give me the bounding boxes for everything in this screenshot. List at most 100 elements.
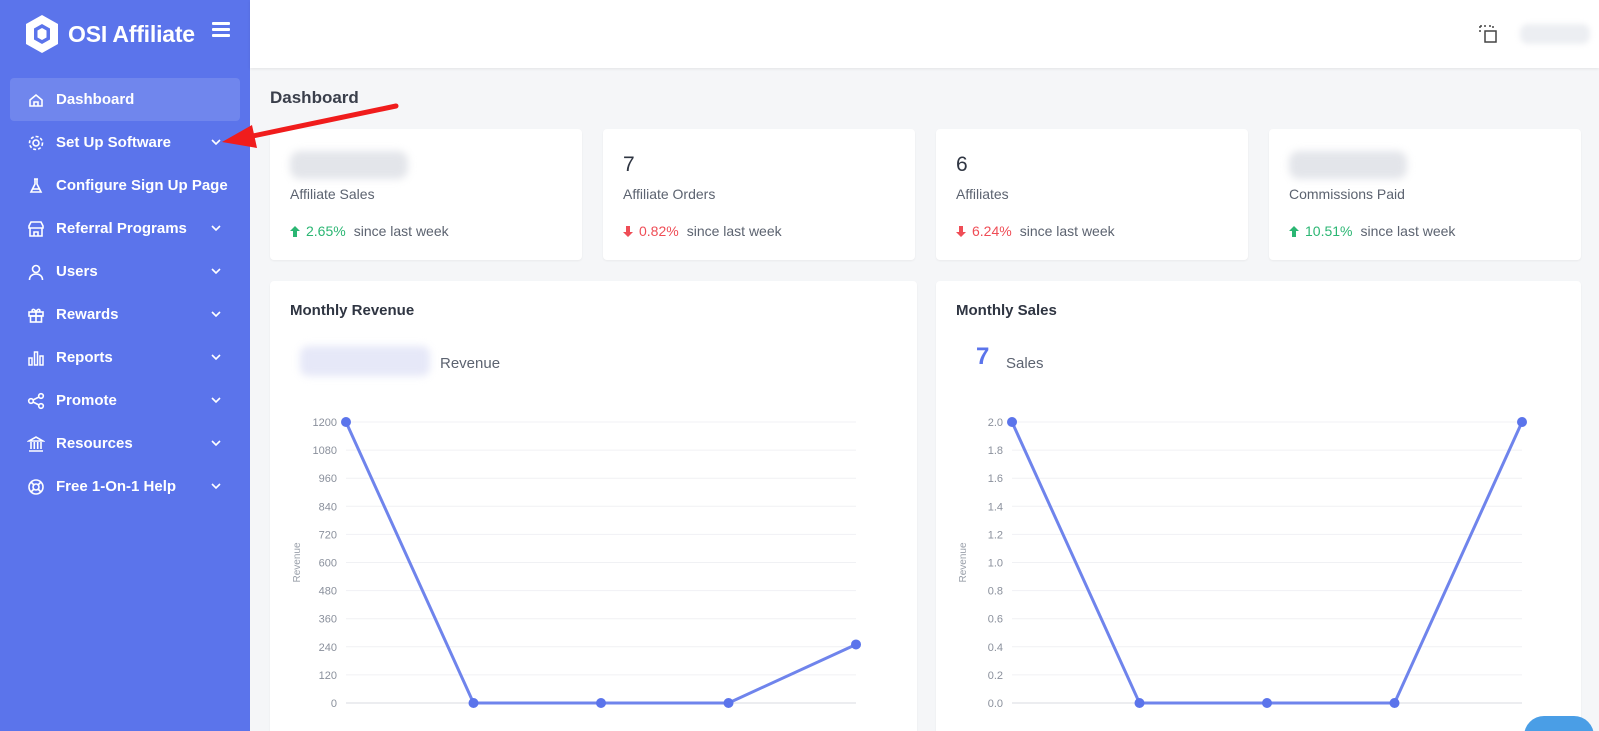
- stat-change-percent: 2.65%: [306, 223, 346, 239]
- sidebar-item-label: Resources: [56, 435, 133, 452]
- stat-card-affiliates: 6 Affiliates 6.24% since last week: [936, 129, 1248, 260]
- sidebar-item-label: Promote: [56, 392, 117, 409]
- y-tick-label: 1.2: [988, 529, 1003, 541]
- arrow-up-icon: [1289, 225, 1299, 237]
- sidebar-item-rewards[interactable]: Rewards: [10, 293, 240, 336]
- y-tick-label: 1080: [313, 445, 337, 457]
- chevron-down-icon: [211, 354, 221, 361]
- sales-summary-label: Sales: [1006, 355, 1044, 372]
- y-tick-label: 840: [319, 501, 337, 513]
- stat-change-percent: 6.24%: [972, 223, 1012, 239]
- sidebar-item-reports[interactable]: Reports: [10, 336, 240, 379]
- sidebar-item-label: Referral Programs: [56, 220, 187, 237]
- revenue-summary-label: Revenue: [440, 355, 501, 372]
- y-tick-label: 0.4: [988, 642, 1003, 654]
- revenue-total-blurred: [300, 346, 430, 376]
- revenue-chart: 0 120 240 360 480 600 720 840 960 1080 1200 Revenue: [292, 417, 861, 710]
- chart-title: Monthly Revenue: [290, 302, 415, 319]
- y-tick-label: 1.8: [988, 445, 1003, 457]
- home-icon: [27, 91, 45, 109]
- sidebar-item-configure-sign-up-page[interactable]: Configure Sign Up Page: [10, 164, 240, 207]
- y-tick-label: 0.0: [988, 698, 1003, 710]
- fullscreen-icon[interactable]: [1478, 24, 1498, 44]
- y-tick-label: 0.6: [988, 614, 1003, 626]
- monthly-revenue-card: Monthly Revenue Revenue 0 120 240 360 480 600…: [270, 281, 917, 731]
- sidebar: OSI Affiliate Dashboard Set Up Software Co…: [0, 0, 250, 731]
- sidebar-item-promote[interactable]: Promote: [10, 379, 240, 422]
- brand[interactable]: OSI Affiliate: [24, 14, 238, 54]
- y-tick-label: 120: [319, 670, 337, 682]
- data-point: [723, 698, 734, 708]
- sidebar-item-label: Configure Sign Up Page: [56, 177, 228, 194]
- stat-value: 6: [956, 153, 968, 176]
- gift-icon: [27, 306, 45, 324]
- y-tick-label: 600: [319, 558, 337, 570]
- bar-chart-icon: [27, 349, 45, 367]
- stat-change: 6.24% since last week: [956, 223, 1115, 239]
- chevron-down-icon: [211, 311, 221, 318]
- arrow-down-icon: [956, 225, 966, 237]
- data-point: [1134, 698, 1145, 708]
- stat-label: Affiliate Orders: [623, 186, 716, 202]
- stat-value-blurred: [290, 151, 408, 179]
- sidebar-item-resources[interactable]: Resources: [10, 422, 240, 465]
- sidebar-item-label: Dashboard: [56, 91, 135, 108]
- stat-label: Affiliates: [956, 186, 1009, 202]
- stat-change: 2.65% since last week: [290, 223, 449, 239]
- chevron-down-icon: [211, 397, 221, 404]
- y-tick-label: 720: [319, 529, 337, 541]
- share-icon: [27, 392, 45, 410]
- data-point: [1007, 417, 1017, 427]
- sidebar-item-label: Users: [56, 263, 98, 280]
- arrow-up-icon: [290, 225, 300, 237]
- user-menu[interactable]: [1520, 24, 1590, 44]
- chat-help-button[interactable]: [1524, 716, 1594, 731]
- stat-card-affiliate-sales: Affiliate Sales 2.65% since last week: [270, 129, 582, 260]
- y-tick-label: 240: [319, 642, 337, 654]
- gear-icon: [27, 134, 45, 152]
- stat-card-affiliate-orders: 7 Affiliate Orders 0.82% since last week: [603, 129, 915, 260]
- stat-change-suffix: since last week: [1019, 223, 1115, 239]
- monthly-sales-card: Monthly Sales 7 Sales 0.0 0.2 0.4 0.6 0.8 1.0…: [936, 281, 1581, 731]
- sidebar-item-users[interactable]: Users: [10, 250, 240, 293]
- hamburger-menu-icon[interactable]: [212, 22, 230, 38]
- y-tick-label: 480: [319, 586, 337, 598]
- lifebuoy-icon: [27, 478, 45, 496]
- stat-change: 10.51% since last week: [1289, 223, 1455, 239]
- y-tick-label: 960: [319, 473, 337, 485]
- data-point: [341, 417, 351, 427]
- sidebar-item-label: Set Up Software: [56, 134, 172, 151]
- data-point: [1517, 417, 1527, 427]
- logo-icon: [26, 15, 58, 53]
- sidebar-item-free-1-on-1-help[interactable]: Free 1-On-1 Help: [10, 465, 240, 508]
- stat-card-commissions-paid: Commissions Paid 10.51% since last week: [1269, 129, 1581, 260]
- stat-label: Commissions Paid: [1289, 186, 1405, 202]
- chart-title: Monthly Sales: [956, 302, 1057, 319]
- user-icon: [27, 263, 45, 281]
- y-tick-label: 0.8: [988, 586, 1003, 598]
- sidebar-item-label: Free 1-On-1 Help: [56, 478, 177, 495]
- sales-chart: 0.0 0.2 0.4 0.6 0.8 1.0 1.2 1.4 1.6 1.8 2.0 Revenue: [958, 417, 1527, 710]
- stat-change-suffix: since last week: [686, 223, 782, 239]
- stat-change-percent: 10.51%: [1305, 223, 1353, 239]
- bank-icon: [27, 435, 45, 453]
- y-tick-label: 1.6: [988, 473, 1003, 485]
- page-title: Dashboard: [270, 88, 359, 107]
- y-tick-label: 360: [319, 614, 337, 626]
- y-tick-label: 1.0: [988, 558, 1003, 570]
- sidebar-item-label: Rewards: [56, 306, 119, 323]
- data-point: [851, 639, 861, 650]
- stat-change-suffix: since last week: [353, 223, 449, 239]
- store-icon: [27, 220, 45, 238]
- sidebar-item-set-up-software[interactable]: Set Up Software: [10, 121, 240, 164]
- sidebar-item-referral-programs[interactable]: Referral Programs: [10, 207, 240, 250]
- data-point: [468, 698, 479, 708]
- y-axis-label: Revenue: [958, 542, 969, 582]
- y-axis-label: Revenue: [292, 542, 303, 582]
- sales-total: 7: [976, 343, 990, 370]
- stat-label: Affiliate Sales: [290, 186, 375, 202]
- sidebar-item-dashboard[interactable]: Dashboard: [10, 78, 240, 121]
- y-tick-label: 0: [331, 698, 337, 710]
- chevron-down-icon: [211, 440, 221, 447]
- chevron-down-icon: [211, 268, 221, 275]
